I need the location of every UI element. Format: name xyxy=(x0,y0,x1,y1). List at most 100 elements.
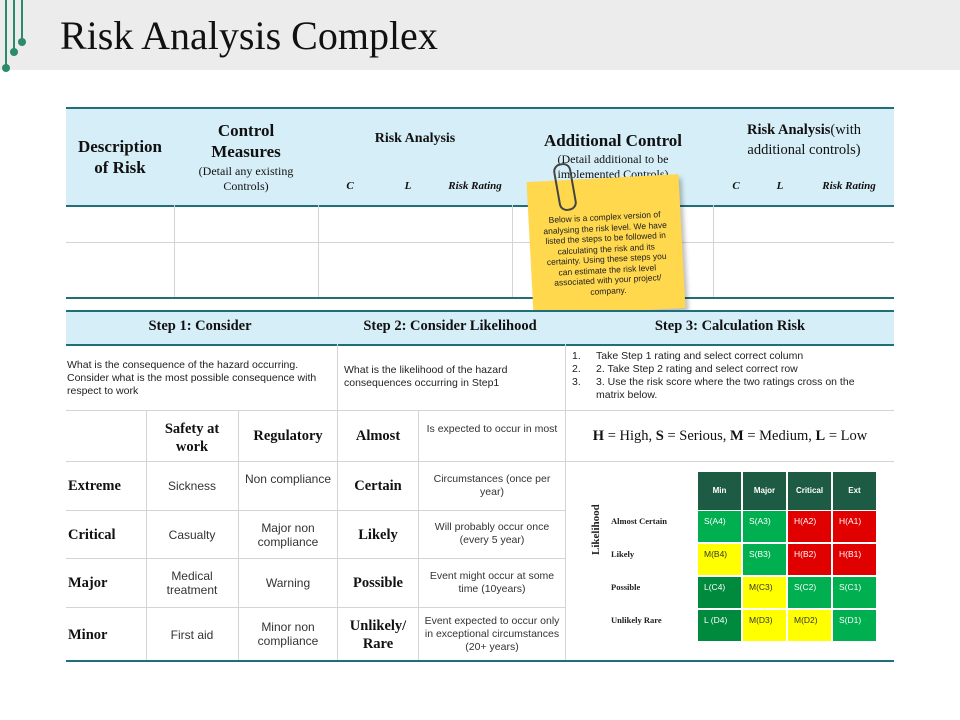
consequence-label: Extreme xyxy=(68,478,121,494)
safety-cell: Medical treatment xyxy=(166,569,218,597)
sticky-note: Below is a complex version of analysing … xyxy=(526,174,686,316)
matrix-cell: M(D3) xyxy=(743,610,786,641)
header-risk-analysis: Risk Analysis xyxy=(374,131,456,146)
matrix-col-header: Ext xyxy=(833,472,876,510)
matrix-cell: S(D1) xyxy=(833,610,876,641)
matrix-cell: L(C4) xyxy=(698,577,741,608)
column-divider xyxy=(337,410,338,660)
matrix-cell: S(C2) xyxy=(788,577,831,608)
sticky-note-text: Below is a complex version of analysing … xyxy=(543,209,668,297)
step1-title: Step 1: Consider xyxy=(148,318,252,334)
matrix-axis-label: Likelihood xyxy=(590,504,602,555)
matrix-cell: H(A2) xyxy=(788,511,831,542)
step3-title: Step 3: Calculation Risk xyxy=(654,318,806,334)
likelihood-label: Unlikely/ Rare xyxy=(349,618,407,652)
likelihood-desc: Will probably occur once (every 5 year) xyxy=(434,521,550,546)
row-divider xyxy=(565,461,894,462)
page-title: Risk Analysis Complex xyxy=(60,13,438,58)
matrix-row-label: Unlikely Rare xyxy=(611,615,662,625)
step2-description: What is the likelihood of the hazard con… xyxy=(344,364,508,389)
header-c: C xyxy=(346,180,354,192)
matrix-cell: H(A1) xyxy=(833,511,876,542)
column-divider xyxy=(146,410,147,660)
table-bottom-border xyxy=(66,660,894,662)
row-divider xyxy=(66,410,894,411)
safety-cell: First aid xyxy=(170,628,214,642)
matrix-cell: H(B1) xyxy=(833,544,876,575)
col-safety-at-work: Safety at work xyxy=(164,421,220,455)
matrix-row-label: Almost Certain xyxy=(611,516,667,526)
header-control-measures-sub: (Detail any existing Controls) xyxy=(198,164,294,193)
decorative-line xyxy=(21,0,23,40)
header-c-2: C xyxy=(732,180,740,192)
matrix-cell: M(B4) xyxy=(698,544,741,575)
likelihood-desc: Event might occur at some time (10years) xyxy=(429,570,555,595)
step3-list: 1. Take Step 1 rating and select correct … xyxy=(572,350,872,402)
header-risk-analysis-with-controls: Risk Analysis(with additional controls) xyxy=(722,120,886,160)
step2-title: Step 2: Consider Likelihood xyxy=(363,318,537,334)
header-description: Description of Risk xyxy=(77,137,163,177)
row-divider xyxy=(66,607,565,608)
matrix-cell: S(A3) xyxy=(743,511,786,542)
likelihood-desc: Is expected to occur in most xyxy=(426,423,558,435)
matrix-col-header: Min xyxy=(698,472,741,510)
safety-cell: Sickness xyxy=(167,479,217,493)
consequence-label: Minor xyxy=(68,627,108,643)
regulatory-cell: Minor non compliance xyxy=(257,620,319,648)
row-divider xyxy=(66,297,894,299)
decorative-line xyxy=(13,0,15,50)
header-risk-rating: Risk Rating xyxy=(448,180,502,192)
likelihood-label: Almost xyxy=(355,428,401,444)
matrix-cell: L (D4) xyxy=(698,610,741,641)
matrix-cell: S(B3) xyxy=(743,544,786,575)
matrix-row-label: Likely xyxy=(611,549,635,559)
col-regulatory: Regulatory xyxy=(253,428,323,444)
regulatory-cell: Major non compliance xyxy=(257,521,319,549)
column-divider xyxy=(418,410,419,660)
column-divider xyxy=(565,344,566,410)
matrix-cell: S(A4) xyxy=(698,511,741,542)
header-risk-analysis-2: Risk Analysis xyxy=(746,122,831,138)
matrix-row-label: Possible xyxy=(611,582,641,592)
column-divider xyxy=(174,205,175,297)
list-item: 1. Take Step 1 rating and select correct … xyxy=(572,350,804,362)
regulatory-cell: Non compliance xyxy=(244,472,332,486)
matrix-col-header: Critical xyxy=(788,472,831,510)
likelihood-label: Certain xyxy=(354,478,402,494)
header-l: L xyxy=(404,180,412,192)
matrix-cell: S(C1) xyxy=(833,577,876,608)
safety-cell: Casualty xyxy=(168,528,216,542)
decorative-dot xyxy=(2,64,10,72)
matrix-cell: M(C3) xyxy=(743,577,786,608)
rating-legend: H = High, S = Serious, M = Medium, L = L… xyxy=(592,428,868,444)
risk-table-header xyxy=(66,107,894,207)
column-divider xyxy=(318,205,319,297)
consequence-label: Critical xyxy=(68,527,116,543)
row-divider xyxy=(66,558,565,559)
matrix-cell: H(B2) xyxy=(788,544,831,575)
column-divider xyxy=(337,344,338,410)
list-item: 3. 3. Use the risk score where the two ra… xyxy=(572,376,855,401)
likelihood-label: Likely xyxy=(358,527,398,543)
column-divider xyxy=(512,205,513,297)
decorative-dot xyxy=(18,38,26,46)
matrix-col-header: Major xyxy=(743,472,786,510)
row-divider xyxy=(66,510,565,511)
row-divider xyxy=(66,461,565,462)
likelihood-desc: Circumstances (once per year) xyxy=(433,473,551,498)
likelihood-label: Possible xyxy=(353,575,403,591)
column-divider xyxy=(565,410,566,660)
matrix-cell: M(D2) xyxy=(788,610,831,641)
header-risk-analysis-suffix: (with additional controls) xyxy=(747,122,862,158)
header-l-2: L xyxy=(776,180,784,192)
column-divider xyxy=(713,205,714,297)
steps-header xyxy=(66,310,894,346)
consequence-label: Major xyxy=(68,575,108,591)
header-additional-control: Additional Control xyxy=(543,131,683,150)
column-divider xyxy=(238,410,239,660)
header-control-measures: Control Measures xyxy=(211,121,281,161)
decorative-line xyxy=(5,0,7,66)
list-item: 2. 2. Take Step 2 rating and select corre… xyxy=(572,363,798,375)
header-risk-rating-2: Risk Rating xyxy=(822,180,876,192)
step1-description: What is the consequence of the hazard oc… xyxy=(67,359,317,397)
